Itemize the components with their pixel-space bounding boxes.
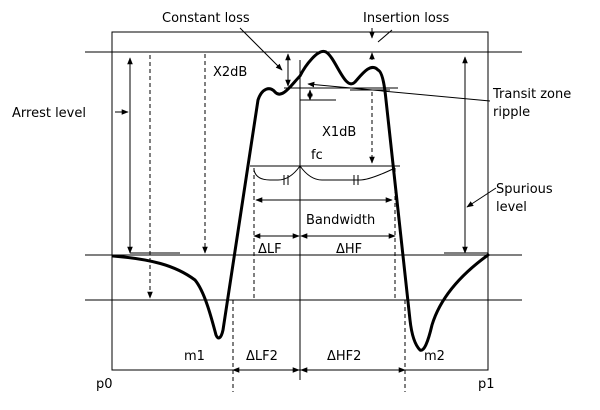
arrest-level-label: Arrest level xyxy=(12,106,86,121)
m2-label: m2 xyxy=(424,349,445,364)
spurious-level-label-1: Spurious xyxy=(496,182,553,197)
transit-zone-ripple-leader xyxy=(308,84,490,101)
delta-hf-label: ΔHF xyxy=(336,242,362,257)
m1-label: m1 xyxy=(184,349,205,364)
delta-lf-label: ΔLF xyxy=(258,242,282,257)
delta-lf2-label: ΔLF2 xyxy=(246,349,278,364)
constant-loss-label: Constant loss xyxy=(162,11,250,26)
transit-zone-ripple-label-1: Transit zone xyxy=(492,87,571,102)
fc-label: fc xyxy=(311,148,323,163)
delta-hf2-label: ΔHF2 xyxy=(327,349,361,364)
constant-loss-leader xyxy=(240,28,282,70)
left-half-brace-b xyxy=(300,166,322,180)
spurious-level-label-2: level xyxy=(496,200,527,215)
spurious-level-pointer xyxy=(467,188,496,207)
p0-label: p0 xyxy=(96,377,113,392)
x1db-label: X1dB xyxy=(322,125,356,140)
transit-zone-ripple-label-2: ripple xyxy=(493,105,530,120)
bandwidth-label: Bandwidth xyxy=(306,213,375,228)
insertion-loss-label: Insertion loss xyxy=(363,11,450,26)
p1-label: p1 xyxy=(478,377,495,392)
x2db-label: X2dB xyxy=(213,65,247,80)
left-half-brace-a xyxy=(254,166,300,180)
